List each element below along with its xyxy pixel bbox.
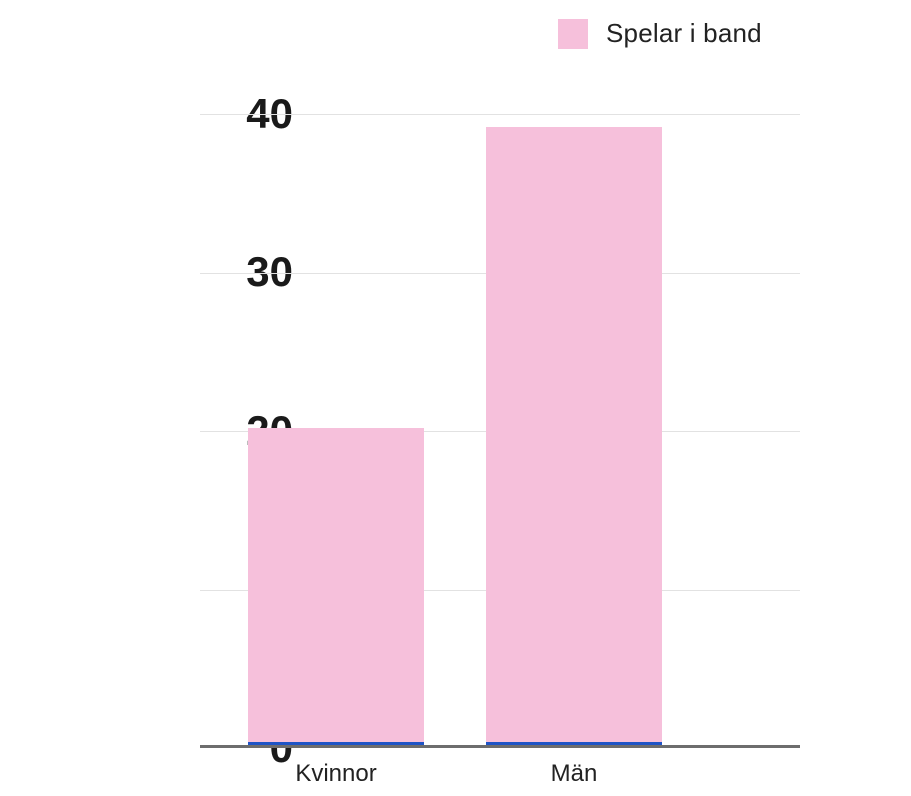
x-axis-baseline xyxy=(200,745,800,748)
xtick-kvinnor: Kvinnor xyxy=(295,760,376,788)
legend-swatch xyxy=(558,19,588,49)
bar-chart: Spelar i band 40 30 20 10 0 Kvinnor Män xyxy=(0,0,911,796)
bar-kvinnor xyxy=(248,428,424,745)
plot-area xyxy=(200,114,800,748)
legend-label: Spelar i band xyxy=(606,18,762,49)
gridline xyxy=(200,114,800,115)
xtick-man: Män xyxy=(551,760,598,788)
bar-man xyxy=(486,127,662,745)
legend: Spelar i band xyxy=(558,18,762,49)
